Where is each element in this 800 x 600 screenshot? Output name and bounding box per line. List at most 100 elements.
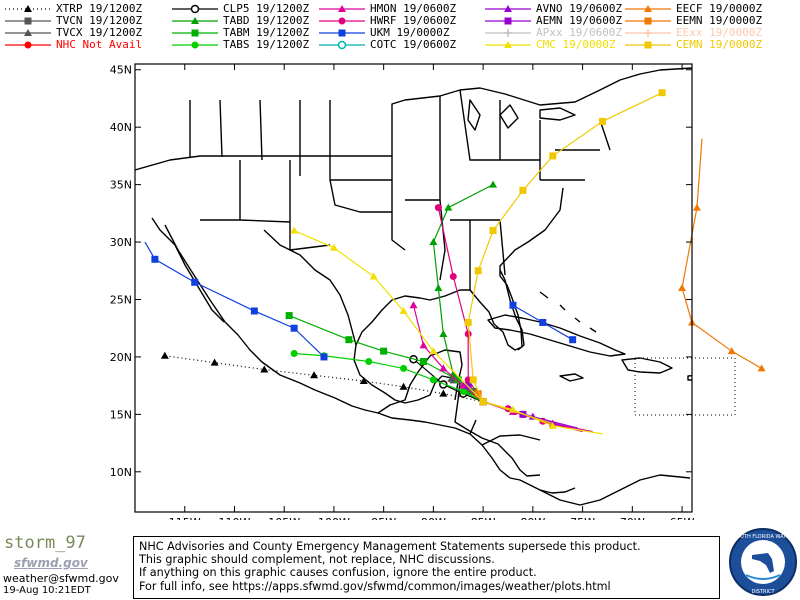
- track-line: [293, 230, 603, 435]
- legend-label: APxx 19/0600Z: [536, 26, 623, 39]
- sfwmd-logo-text[interactable]: sfwmd.gov: [14, 556, 88, 570]
- track-point: [290, 226, 299, 234]
- track-aemn: [464, 382, 563, 427]
- legend-marker-icon: [338, 5, 346, 12]
- legend-label: AVNO 19/0600Z: [536, 2, 623, 15]
- track-point: [191, 278, 199, 286]
- track-point: [439, 364, 448, 372]
- lat-tick-label: 15N: [110, 408, 132, 421]
- legend-entry: EEMN 19/0000Z: [623, 15, 788, 27]
- track-point: [539, 318, 547, 326]
- legend-entry: TABD 19/1200Z: [170, 15, 335, 27]
- track-point: [160, 351, 169, 359]
- track-point: [260, 365, 269, 373]
- track-map: 45N 40N 35N 30N 25N 20N 15N 10N 115W 110W 105W 100W…: [0, 60, 800, 529]
- lat-tick-label: 30N: [110, 236, 132, 249]
- legend-marker-icon: [24, 5, 32, 12]
- legend-entry: CMC 19/0000Z: [483, 39, 648, 51]
- track-point: [320, 353, 328, 361]
- track-point: [489, 180, 498, 188]
- legend-entry: TABS 19/1200Z: [170, 39, 335, 51]
- track-point: [409, 301, 418, 309]
- disclaimer-line-3: If anything on this graphic causes confu…: [139, 566, 537, 580]
- track-point: [464, 330, 472, 338]
- legend-label: EExx 19/0000Z: [676, 26, 763, 39]
- legend-entry: AVNO 19/0600Z: [483, 3, 648, 15]
- track-point: [469, 376, 477, 384]
- track-point: [489, 227, 497, 235]
- legend-label: NHC Not Avail: [56, 38, 143, 51]
- legend-label: TVCN 19/1200Z: [56, 14, 143, 27]
- legend-label: HWRF 19/0600Z: [370, 14, 457, 27]
- legend-marker-icon: [191, 29, 199, 37]
- legend-marker-icon: [191, 17, 199, 24]
- track-point: [345, 336, 353, 344]
- track-point: [369, 272, 378, 280]
- lon-tick-label: 110W: [219, 516, 251, 520]
- legend-entry: HWRF 19/0600Z: [317, 15, 482, 27]
- plot-frame: [134, 63, 693, 513]
- legend-label: EECF 19/0000Z: [676, 2, 763, 15]
- legend-entry: TVCN 19/1200Z: [3, 15, 168, 27]
- storm-id: storm_97: [4, 533, 86, 553]
- lon-tick-label: 75W: [570, 516, 595, 520]
- track-point: [399, 306, 408, 314]
- track-point: [479, 398, 487, 406]
- track-point: [290, 349, 298, 357]
- contact-email[interactable]: weather@sfwmd.gov: [3, 572, 119, 585]
- track-point: [439, 329, 448, 337]
- track-point: [285, 312, 293, 320]
- lon-tick-label: 65W: [670, 516, 695, 520]
- track-point: [474, 390, 482, 398]
- track-point: [459, 387, 467, 395]
- disclaimer-line-2: This graphic should complement, not repl…: [139, 553, 495, 567]
- legend-entry: XTRP 19/1200Z: [3, 3, 168, 15]
- legend-marker-icon: [504, 41, 512, 48]
- track-point: [419, 358, 427, 366]
- lat-lon-grid: [135, 64, 692, 512]
- track-point: [380, 347, 388, 355]
- track-ukm: [144, 241, 328, 361]
- lat-tick-label: 20N: [110, 351, 132, 364]
- lat-tick-label: 25N: [110, 293, 132, 306]
- legend-entry: TABM 19/1200Z: [170, 27, 335, 39]
- track-point: [210, 358, 219, 366]
- legend-entry: EExx 19/0000Z: [623, 27, 788, 39]
- legend-entry: CEMN 19/0000Z: [623, 39, 788, 51]
- track-point: [464, 318, 472, 326]
- track-point: [250, 307, 258, 315]
- track-line: [681, 138, 762, 369]
- track-line: [437, 207, 583, 433]
- track-point: [290, 324, 298, 332]
- track-xtrp: [160, 351, 484, 403]
- track-point: [439, 389, 448, 397]
- track-point: [429, 347, 438, 355]
- seal-text-top: SOUTH FLORIDA WATER: [733, 534, 793, 540]
- model-legend: XTRP 19/1200Z CLP5 19/1200Z HMON 19/0600Z A…: [0, 0, 800, 60]
- track-point: [365, 358, 373, 366]
- legend-marker-icon: [191, 41, 199, 49]
- track-point: [429, 238, 438, 246]
- legend-marker-icon: [504, 17, 512, 25]
- coastline-layer: [135, 67, 692, 506]
- track-point: [464, 382, 472, 390]
- sfwmd-seal-icon: SOUTH FLORIDA WATER DISTRICT: [729, 528, 797, 596]
- track-line: [467, 92, 663, 425]
- legend-label: XTRP 19/1200Z: [56, 2, 143, 15]
- track-point: [727, 347, 736, 355]
- legend-marker-icon: [337, 40, 347, 50]
- legend-entry: NHC Not Avail: [3, 39, 168, 51]
- lon-tick-label: 70W: [620, 516, 645, 520]
- lat-tick-label: 35N: [110, 179, 132, 192]
- track-point: [359, 377, 368, 385]
- model-tracks: [144, 89, 666, 435]
- legend-marker-icon: [504, 29, 512, 37]
- legend-entry: HMON 19/0600Z: [317, 3, 482, 15]
- legend-label: COTC 19/0600Z: [370, 38, 457, 51]
- track-point: [658, 89, 666, 97]
- lon-tick-label: 100W: [318, 516, 350, 520]
- legend-label: CLP5 19/1200Z: [223, 2, 310, 15]
- track-hwrf: [434, 204, 583, 433]
- track-point: [757, 364, 766, 372]
- disclaimer-line-4[interactable]: For full info, see https://apps.sfwmd.go…: [139, 579, 611, 593]
